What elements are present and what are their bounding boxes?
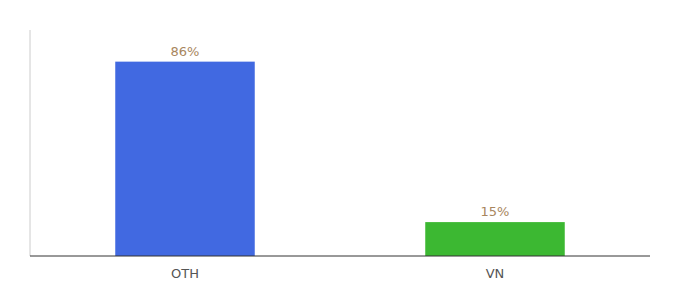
x-tick-labels: OTH VN bbox=[171, 266, 504, 281]
bar bbox=[115, 62, 255, 256]
chart-container: 86% 15% OTH VN bbox=[0, 0, 680, 300]
y-axis-line bbox=[30, 30, 31, 256]
data-label: 86% bbox=[171, 44, 200, 59]
data-label: 15% bbox=[481, 204, 510, 219]
x-tick-label: OTH bbox=[171, 266, 199, 281]
x-axis-line bbox=[30, 256, 650, 257]
bars bbox=[115, 62, 565, 256]
data-labels: 86% 15% bbox=[171, 44, 510, 219]
bar bbox=[425, 222, 565, 256]
x-tick-label: VN bbox=[486, 266, 505, 281]
chart: 86% 15% OTH VN bbox=[0, 0, 680, 300]
